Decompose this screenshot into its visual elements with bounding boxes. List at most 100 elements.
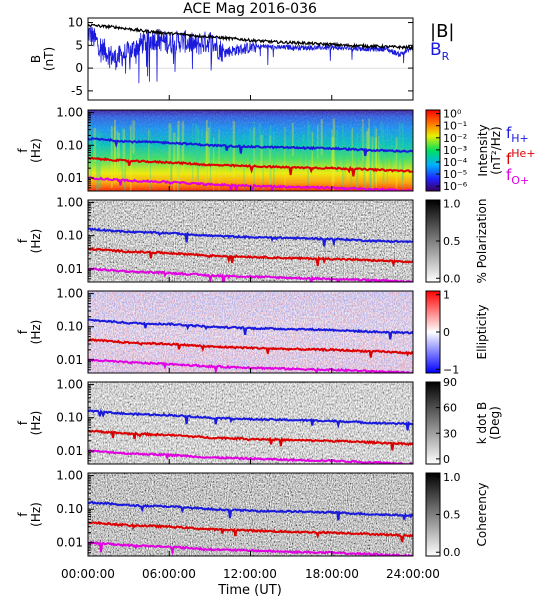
intensity-streak [192,123,194,181]
coherency-y-label: f [16,512,30,517]
intensity-streak [98,132,101,189]
intensity-streak [176,137,179,191]
intensity-streak [291,122,294,156]
intensity-streak [177,125,180,191]
legend-fo-sub: O+ [511,174,529,187]
intensity-colorbar-tick-label: 10⁻⁵ [443,168,467,181]
intensity-streak [258,122,261,161]
intensity-streak [196,125,200,182]
series-line-fo [88,267,413,282]
b-y-unit: (nT) [42,47,56,71]
intensity-streak [308,124,311,158]
intensity-streak [374,137,377,183]
intensity-streak [113,127,116,184]
f-y-tick-label: 1.00 [56,469,83,483]
intensity-streak [367,128,370,169]
polarization-colorbar-tick-label: 0.5 [443,235,461,248]
intensity-streak [117,132,120,168]
legend-br: BR [430,40,450,63]
intensity-streak [336,130,339,173]
intensity-streak [351,127,354,178]
intensity-colorbar [425,109,441,192]
coherency-colorbar-tick-label: 0.5 [443,509,461,522]
x-tick-label: 12:00:00 [223,567,277,581]
intensity-colorbar-tick-label: 10⁻⁴ [443,156,468,169]
intensity-streak [331,137,335,191]
intensity-streak [356,133,359,191]
intensity-streak [269,135,272,184]
intensity-streak [232,121,236,178]
f-y-tick-label: 0.10 [56,502,83,516]
intensity-streak [396,137,399,174]
coherency-image [88,473,413,556]
intensity-colorbar-unit: (nT²/Hz) [489,126,503,174]
intensity-streak [317,124,319,159]
intensity-streak [307,120,309,189]
polarization-colorbar-label: % Polarization [475,199,489,284]
intensity-streak [374,126,377,185]
polarization-y-unit: (Hz) [29,229,43,254]
intensity-colorbar-tick-label: 10⁰ [443,108,462,121]
intensity-streak [262,129,264,191]
f-y-tick-label: 0.10 [56,320,83,334]
x-tick-label: 00:00:00 [61,567,115,581]
legend-bmag: |B| [430,21,454,42]
intensity-streak [369,135,372,191]
intensity-colorbar-tick-label: 10⁻⁶ [443,180,468,193]
f-y-tick-label: 0.01 [56,536,83,550]
intensity-streak [366,130,369,182]
intensity-streak [269,125,272,188]
intensity-streak [177,120,180,185]
f-y-tick-label: 1.00 [56,106,83,120]
panel-k-dot-b: 1.00 0.10 0.01 f (Hz) 90 60 30 0 k dot B (Deg) [16,376,502,466]
series-line-br [87,25,414,84]
intensity-streak [122,129,126,170]
intensity-streak [170,123,172,180]
intensity-streak [382,130,385,184]
intensity-streak [209,121,212,183]
intensity-streak [206,130,208,191]
k-dot-b-colorbar-tick-label: 30 [443,427,457,440]
polarization-image [88,200,413,282]
ellipticity-colorbar-label: Ellipticity [475,305,489,360]
intensity-streak [273,131,275,191]
coherency-y-unit: (Hz) [29,502,43,527]
panel-intensity: 1.00 0.10 0.01 f (Hz) 10⁰10⁻¹10⁻²10⁻³10⁻⁴10⁻⁵… [16,106,503,194]
intensity-streak [360,126,363,161]
intensity-streak [218,129,220,191]
b-legend: |B| BR [430,21,454,63]
intensity-streak [368,118,370,171]
k-dot-b-colorbar [425,381,441,465]
intensity-streak [395,137,398,191]
intensity-streak [205,131,208,182]
intensity-streak [168,123,171,172]
intensity-streak [344,137,346,181]
intensity-streak [373,137,375,191]
intensity-streak [129,125,132,191]
intensity-streak [375,128,377,191]
polarization-y-label: f [16,238,30,243]
series-line-fh [88,408,413,431]
k-dot-b-colorbar-tick-label: 0 [443,453,450,466]
intensity-streak [248,128,252,169]
intensity-streak [230,137,232,173]
intensity-streak [284,126,286,191]
coherency-colorbar-tick-label: 1.0 [443,471,461,484]
intensity-y-label: f [16,148,30,153]
k-dot-b-colorbar-label: k dot B [475,402,489,444]
freq-legend: fH+ fHe+ fO+ [506,124,536,187]
f-y-tick-label: 0.01 [56,171,83,185]
intensity-streak [243,134,245,191]
series-line-fhe [88,429,413,451]
series-line-fo [88,449,413,464]
ellipticity-colorbar-tick-label: −1 [443,363,459,376]
b-y-label: B [29,55,43,63]
f-y-tick-label: 0.01 [56,262,83,276]
k-dot-b-background [88,382,413,464]
series-line-fo [88,176,413,191]
series-line-fhe [88,156,413,177]
k-dot-b-colorbar-unit: (Deg) [488,406,502,440]
f-y-tick-label: 1.00 [56,196,83,210]
